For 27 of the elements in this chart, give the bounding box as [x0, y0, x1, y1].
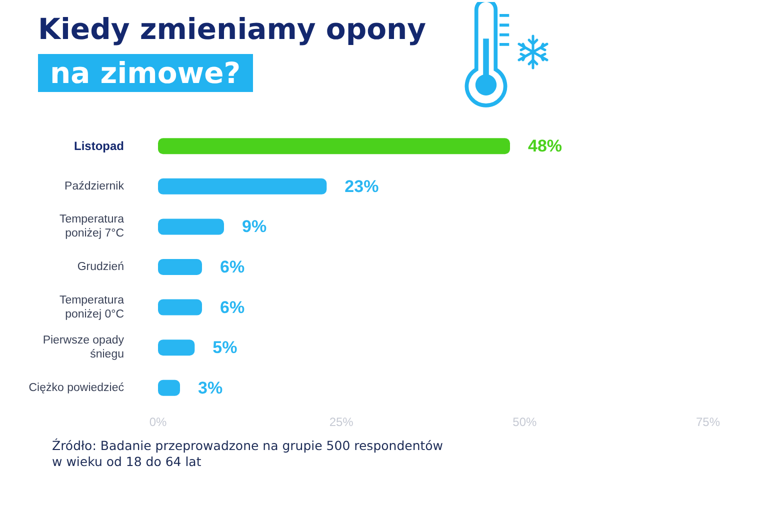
y-tick-label: Październik — [64, 180, 124, 192]
x-tick-label: 25% — [329, 415, 354, 429]
x-tick-label: 50% — [512, 415, 537, 429]
bar — [158, 178, 327, 194]
chart-title: Kiedy zmieniamy opony na zimowe? — [38, 12, 426, 92]
x-tick-label: 0% — [149, 415, 167, 429]
x-tick-label: 75% — [696, 415, 720, 429]
y-tick-label: Temperatura poniżej 7°C — [59, 214, 125, 240]
y-tick-label: Temperatura poniżej 0°C — [59, 294, 125, 320]
data-label: 23% — [344, 176, 379, 196]
data-label: 6% — [220, 258, 245, 276]
data-label: 9% — [242, 217, 267, 236]
bar — [158, 340, 195, 356]
data-label: 6% — [220, 298, 245, 317]
data-label: 5% — [212, 338, 238, 358]
data-label: 3% — [198, 378, 223, 398]
data-label: 48% — [528, 136, 562, 156]
y-tick-label: Ciężko powiedzieć — [28, 382, 124, 394]
y-tick-label: Listopad — [74, 139, 124, 154]
y-tick-label: Pierwsze opady śniegu — [42, 334, 124, 361]
text: Źródło: Badanie przeprowadzone na grupie 500 respondentów w wieku od 18 do 64 lat — [52, 438, 444, 470]
bar — [158, 218, 224, 235]
bar — [158, 259, 202, 275]
bar — [158, 380, 180, 396]
bar — [158, 299, 202, 316]
y-tick-label: Grudzień — [77, 261, 124, 273]
bar — [158, 138, 510, 154]
